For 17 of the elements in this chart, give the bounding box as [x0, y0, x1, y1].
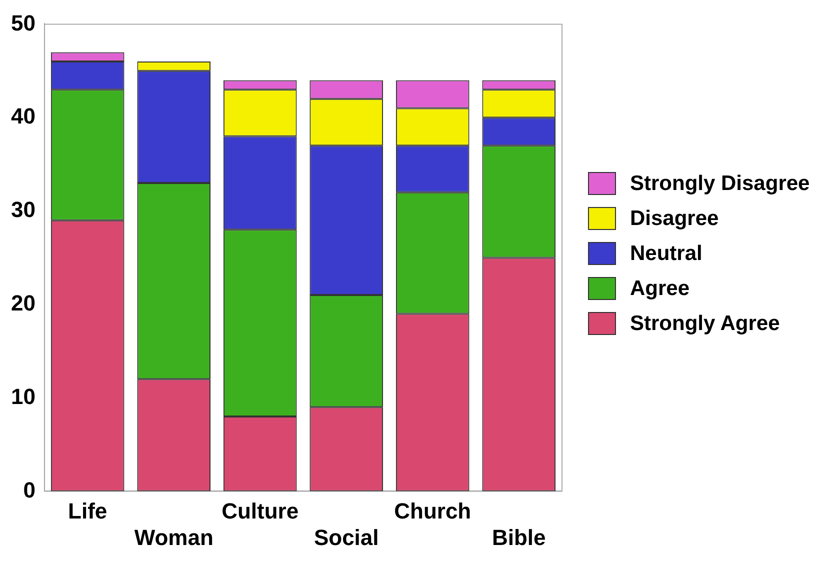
y-tick-label: 20 — [10, 290, 36, 316]
x-tick-label: Culture — [222, 498, 299, 524]
y-tick-label: 30 — [10, 197, 36, 222]
text: Strongly Agree — [630, 312, 780, 336]
legend-label: Disagree — [630, 206, 719, 230]
legend-label: Agree — [630, 276, 690, 300]
y-tick-label: 0 — [23, 477, 36, 502]
y-tick-label: 10 — [10, 384, 36, 409]
legend-label: Neutral — [630, 242, 702, 266]
x-tick-label: Bible — [492, 524, 546, 550]
x-tick-label: Life — [68, 498, 108, 524]
x-tick-label: Social — [314, 524, 379, 550]
x-tick-label: Woman — [134, 524, 214, 550]
y-tick-label: 50 — [10, 10, 36, 36]
legend-label: Strongly Disagree — [630, 172, 810, 196]
x-tick-label: Church — [394, 498, 472, 524]
y-tick-label: 40 — [10, 104, 36, 129]
